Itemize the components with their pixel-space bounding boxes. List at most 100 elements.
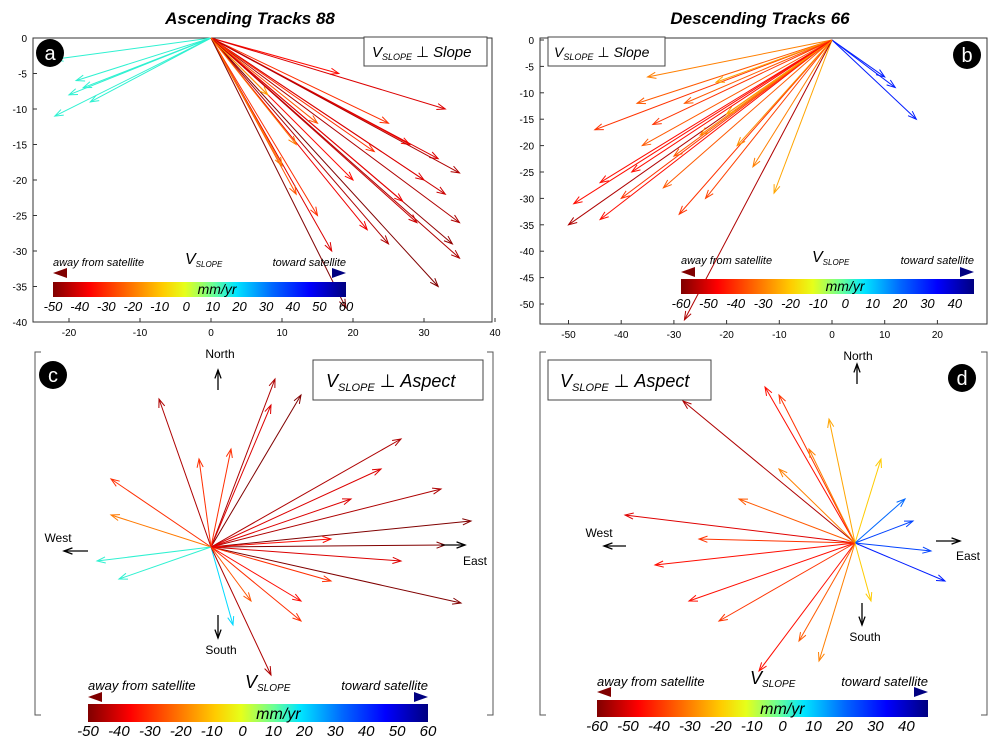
away-arrowhead [681,267,695,277]
toward-arrowhead [414,692,428,702]
colorbar-legend-b: away from satellite toward satellite VSLOP… [672,249,974,311]
vector-arrow-a [210,37,319,217]
compass-arrow-icon [853,362,861,384]
toward-label: toward satellite [341,678,428,693]
away-label: away from satellite [53,257,144,269]
y-tick-label: -25 [520,168,535,179]
y-tick-label: -20 [520,142,535,153]
toward-arrowhead [332,268,346,278]
svg-text:North: North [205,347,234,361]
svg-text:North: North [843,349,872,363]
colorbar-tick-label: -10 [150,299,170,314]
vector-arrow-b [662,39,833,189]
colorbar-tick-label: 10 [265,723,282,740]
y-tick-label: -15 [520,115,535,126]
vslope-label: VSLOPE [185,251,223,269]
vector-arrow-b [683,39,833,104]
vector-arrow-b [683,39,833,322]
vector-arrow-a [89,37,212,103]
y-tick-label: -10 [13,105,28,116]
colorbar-tick-label: 60 [420,723,437,740]
vector-arrow-b [736,39,833,147]
svg-text:VSLOPE⊥Slope: VSLOPE ⊥ Slope [554,44,650,62]
colorbar-tick-label: 0 [183,299,191,314]
vector-arrow-c [210,393,302,548]
vslope-label: VSLOPE [750,668,796,690]
vector-arrow-b [831,39,886,78]
vector-arrow-a [210,37,283,168]
vector-arrow-c [210,438,403,548]
colorbar-tick-label: 30 [259,299,274,314]
colorbar-tick-label: 50 [312,299,327,314]
units-label: mm/yr [826,278,866,294]
colorbar-tick-label: 50 [389,723,406,740]
vector-arrow-c [210,468,383,548]
colorbar-tick-label: 40 [898,718,915,735]
colorbar-tick-label: -60 [586,718,608,735]
colorbar [597,700,928,717]
svg-text:VSLOPE⊥Slope: VSLOPE ⊥ Slope [372,44,471,62]
compass-arrow-icon [214,368,222,390]
compass-d: North South West East [585,349,980,644]
vector-arrow-c [210,487,443,548]
compass-arrow-icon [936,537,962,545]
vector-arrow-a [210,37,341,75]
vector-arrow-d [808,447,856,544]
vector-arrow-a [210,37,440,288]
svg-text:b: b [961,45,972,67]
x-tick-label: 40 [489,328,501,339]
vector-arrow-c [109,478,212,548]
x-tick-label: 20 [932,330,944,341]
title-b: Descending Tracks 66 [670,9,850,28]
vector-arrow-b [593,39,833,131]
y-tick-label: -25 [13,212,28,223]
vector-arrow-b [630,39,833,173]
vector-arrow-b [635,39,833,105]
vector-arrow-d [764,385,856,544]
colorbar-legend-a: away from satellite toward satellite VSLOP… [44,251,354,314]
vector-arrow-b [714,39,833,83]
colorbar-tick-label: -40 [726,296,746,311]
colorbar-tick-label: -20 [124,299,144,314]
vector-arrow-b [725,39,833,115]
colorbar-tick-label: 40 [948,296,963,311]
y-tick-label: -40 [13,318,28,329]
colorbar-tick-label: 40 [285,299,300,314]
compass-arrow-icon [214,615,222,640]
frame-d [539,351,988,716]
vector-arrow-d [697,535,856,544]
vector-arrow-d [798,542,856,643]
vector-arrow-d [854,457,882,544]
x-tick-label: -50 [561,330,576,341]
label-box-b: VSLOPE ⊥ Slope [547,36,666,67]
vector-arrow-a [210,37,390,124]
compass-c: North South West East [44,347,487,657]
x-tick-label: 20 [347,328,359,339]
away-label: away from satellite [597,674,705,689]
svg-text:South: South [849,630,880,644]
svg-text:West: West [585,526,613,540]
x-tick-label: -10 [772,330,787,341]
colorbar-tick-label: 0 [238,723,247,740]
vector-arrow-a [210,37,319,125]
vector-arrow-b [752,39,833,168]
y-tick-label: -35 [520,221,535,232]
colorbar-tick-label: 20 [231,299,247,314]
colorbar-tick-label: -40 [70,299,90,314]
toward-label: toward satellite [273,257,346,269]
vector-arrow-a [210,37,426,181]
colorbar-tick-label: 30 [867,718,884,735]
compass-arrow-icon [62,547,88,555]
away-label: away from satellite [681,255,772,267]
vector-arrow-c [210,518,473,548]
vector-arrow-a [81,37,212,89]
away-label: away from satellite [88,678,196,693]
svg-text:West: West [44,531,72,545]
vector-arrow-c [210,403,272,548]
vector-arrow-a [210,37,298,146]
y-tick-label: -20 [13,176,28,187]
away-arrowhead [88,692,102,702]
vector-arrow-d [758,542,856,673]
label-box-c: VSLOPE ⊥ Aspect [312,359,484,401]
